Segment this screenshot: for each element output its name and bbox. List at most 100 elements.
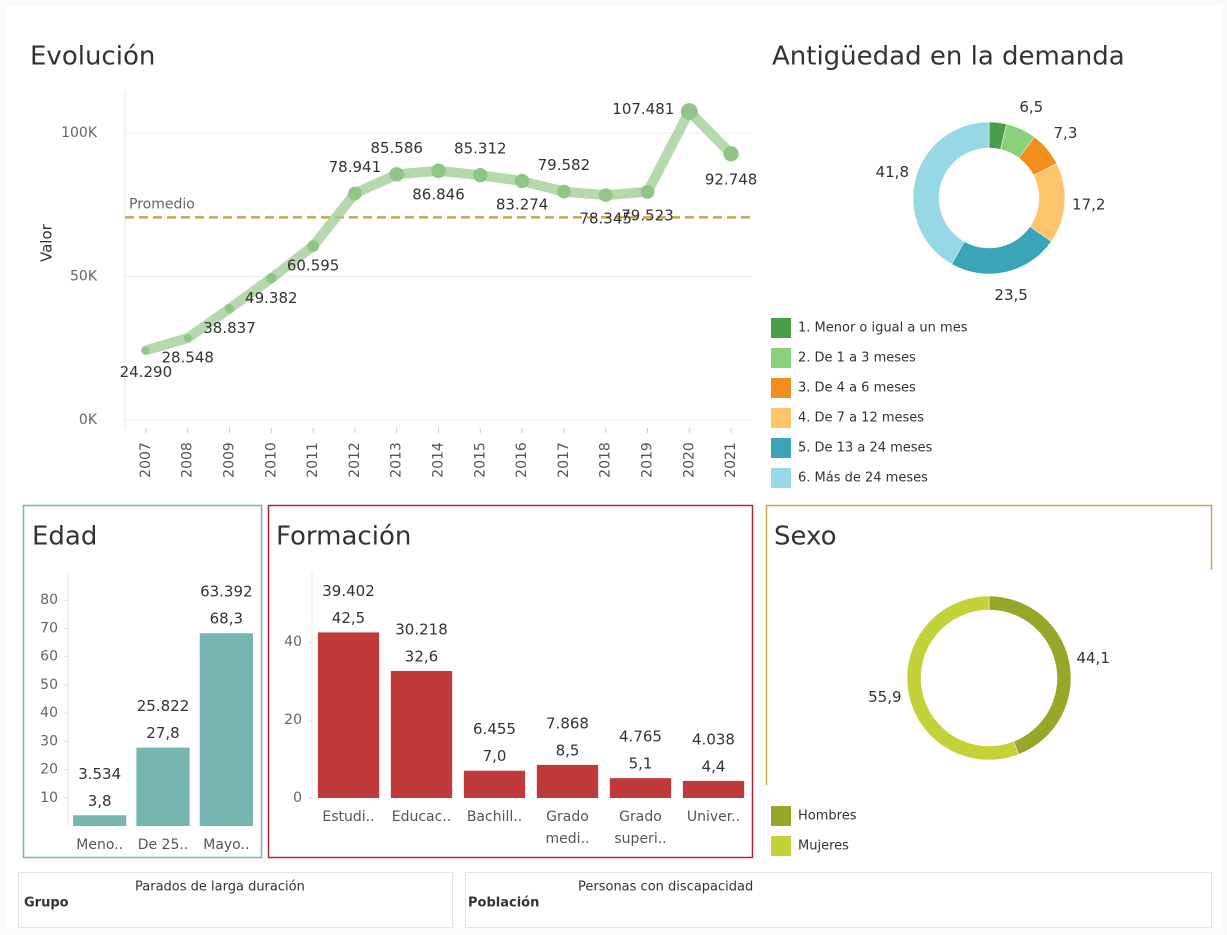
legend-swatch (771, 468, 791, 488)
data-label: 38.837 (203, 319, 256, 337)
data-label: 41,8 (876, 163, 909, 181)
x-tick-label: 2016 (514, 442, 530, 478)
filter-box[interactable] (18, 872, 453, 928)
point (431, 163, 446, 179)
legend-label: 1. Menor o igual a un mes (798, 321, 968, 336)
count-label: 30.218 (395, 620, 448, 638)
slice (912, 121, 990, 265)
x-tick-label: Grado superi.. (614, 809, 667, 847)
y-tick-label: 70 (40, 620, 58, 636)
bar (317, 632, 380, 798)
x-tick-label: 2013 (389, 442, 405, 478)
legend-label: 6. Más de 24 meses (798, 471, 928, 486)
y-tick-label: 40 (284, 634, 302, 650)
x-tick-label-box: Grado superi.. (614, 809, 667, 847)
count-label: 39.402 (322, 582, 375, 600)
x-tick-label-box: Mayo.. (203, 837, 250, 853)
x-tick-label-box: De 25.. (138, 837, 189, 853)
filter-value: Personas con discapacidad (578, 880, 753, 895)
data-label: 78.941 (329, 158, 382, 176)
y-tick-label: 30 (40, 733, 58, 749)
y-tick-label: 0K (79, 412, 98, 428)
bar (199, 633, 253, 826)
x-tick-label: 2018 (598, 442, 614, 478)
bar (463, 770, 526, 798)
x-tick-label-box: Meno.. (76, 837, 123, 853)
data-label: 23,5 (994, 286, 1027, 304)
x-tick-label-box: Estudi.. (322, 809, 375, 825)
x-tick-label: 2017 (556, 442, 572, 478)
y-tick-label: 100K (61, 125, 98, 141)
data-label: 55,9 (868, 688, 901, 706)
x-tick-label: 2019 (640, 442, 656, 478)
x-tick-label: Grado medi.. (545, 809, 590, 847)
data-label: 24.290 (120, 363, 173, 381)
x-tick-label-box: Grado medi.. (545, 809, 590, 847)
data-label: 5,1 (629, 755, 653, 773)
data-label: 28.548 (161, 349, 214, 367)
filter-value: Parados de larga duración (135, 880, 305, 895)
data-label: 3,8 (88, 792, 112, 810)
x-tick-label: 2021 (723, 442, 739, 478)
point (389, 167, 404, 182)
bar (682, 780, 745, 798)
data-label: 44,1 (1076, 649, 1109, 667)
point (224, 303, 235, 314)
y-tick-label: 50K (70, 269, 98, 285)
legend-label: 2. De 1 a 3 meses (798, 351, 916, 366)
data-label: 86.846 (412, 185, 465, 203)
data-label: 8,5 (556, 741, 580, 759)
chart-title: Sexo (774, 522, 837, 552)
x-tick-label: 2008 (180, 442, 196, 478)
point (514, 173, 530, 189)
x-tick-label-box: Educac.. (392, 809, 451, 825)
data-label: 7,3 (1054, 124, 1078, 142)
x-tick-label: Univer.. (686, 809, 741, 825)
x-tick-label: 2010 (263, 442, 279, 478)
x-tick-label: Mayo.. (203, 837, 250, 853)
slice (906, 595, 1020, 761)
bar (136, 747, 190, 826)
x-tick-label-box: Bachill.. (466, 809, 523, 825)
legend-label: Mujeres (798, 839, 849, 854)
bar (536, 764, 599, 798)
reference-label: Promedio (129, 196, 195, 212)
count-label: 7.868 (546, 714, 589, 732)
bar (609, 778, 672, 798)
data-label: 79.582 (538, 156, 591, 174)
filter-box[interactable] (465, 872, 1212, 928)
data-label: 107.481 (612, 100, 674, 118)
point (183, 333, 192, 343)
legend-swatch (771, 806, 791, 826)
x-tick-label: 2015 (472, 442, 488, 478)
data-label: 79.523 (621, 206, 674, 224)
count-label: 4.038 (692, 730, 735, 748)
x-tick-label: 2011 (305, 442, 321, 478)
chart-title: Formación (276, 522, 411, 552)
x-tick-label: 2020 (681, 442, 697, 478)
point (598, 188, 613, 203)
point (348, 186, 362, 201)
filter-label: Grupo (24, 896, 69, 911)
data-label: 83.274 (496, 196, 549, 214)
point (556, 184, 571, 199)
bar (73, 815, 127, 826)
data-label: 6,5 (1019, 98, 1043, 116)
legend-label: 4. De 7 a 12 meses (798, 411, 924, 426)
y-axis-label: Valor (38, 223, 56, 262)
y-tick-label: 40 (40, 705, 58, 721)
y-tick-label: 60 (40, 649, 58, 665)
x-tick-label: Bachill.. (466, 809, 523, 825)
y-tick-label: 10 (40, 790, 58, 806)
legend-swatch (771, 348, 791, 368)
count-label: 3.534 (78, 765, 121, 783)
y-tick-label: 20 (40, 762, 58, 778)
y-tick-label: 80 (40, 592, 58, 608)
data-label: 92.748 (705, 170, 758, 188)
legend-label: 3. De 4 a 6 meses (798, 381, 916, 396)
x-tick-label: 2009 (222, 442, 238, 478)
x-tick-label: Estudi.. (322, 809, 375, 825)
chart-title: Antigüedad en la demanda (772, 42, 1125, 72)
data-label: 7,0 (483, 747, 507, 765)
x-tick-label: 2014 (431, 442, 447, 478)
